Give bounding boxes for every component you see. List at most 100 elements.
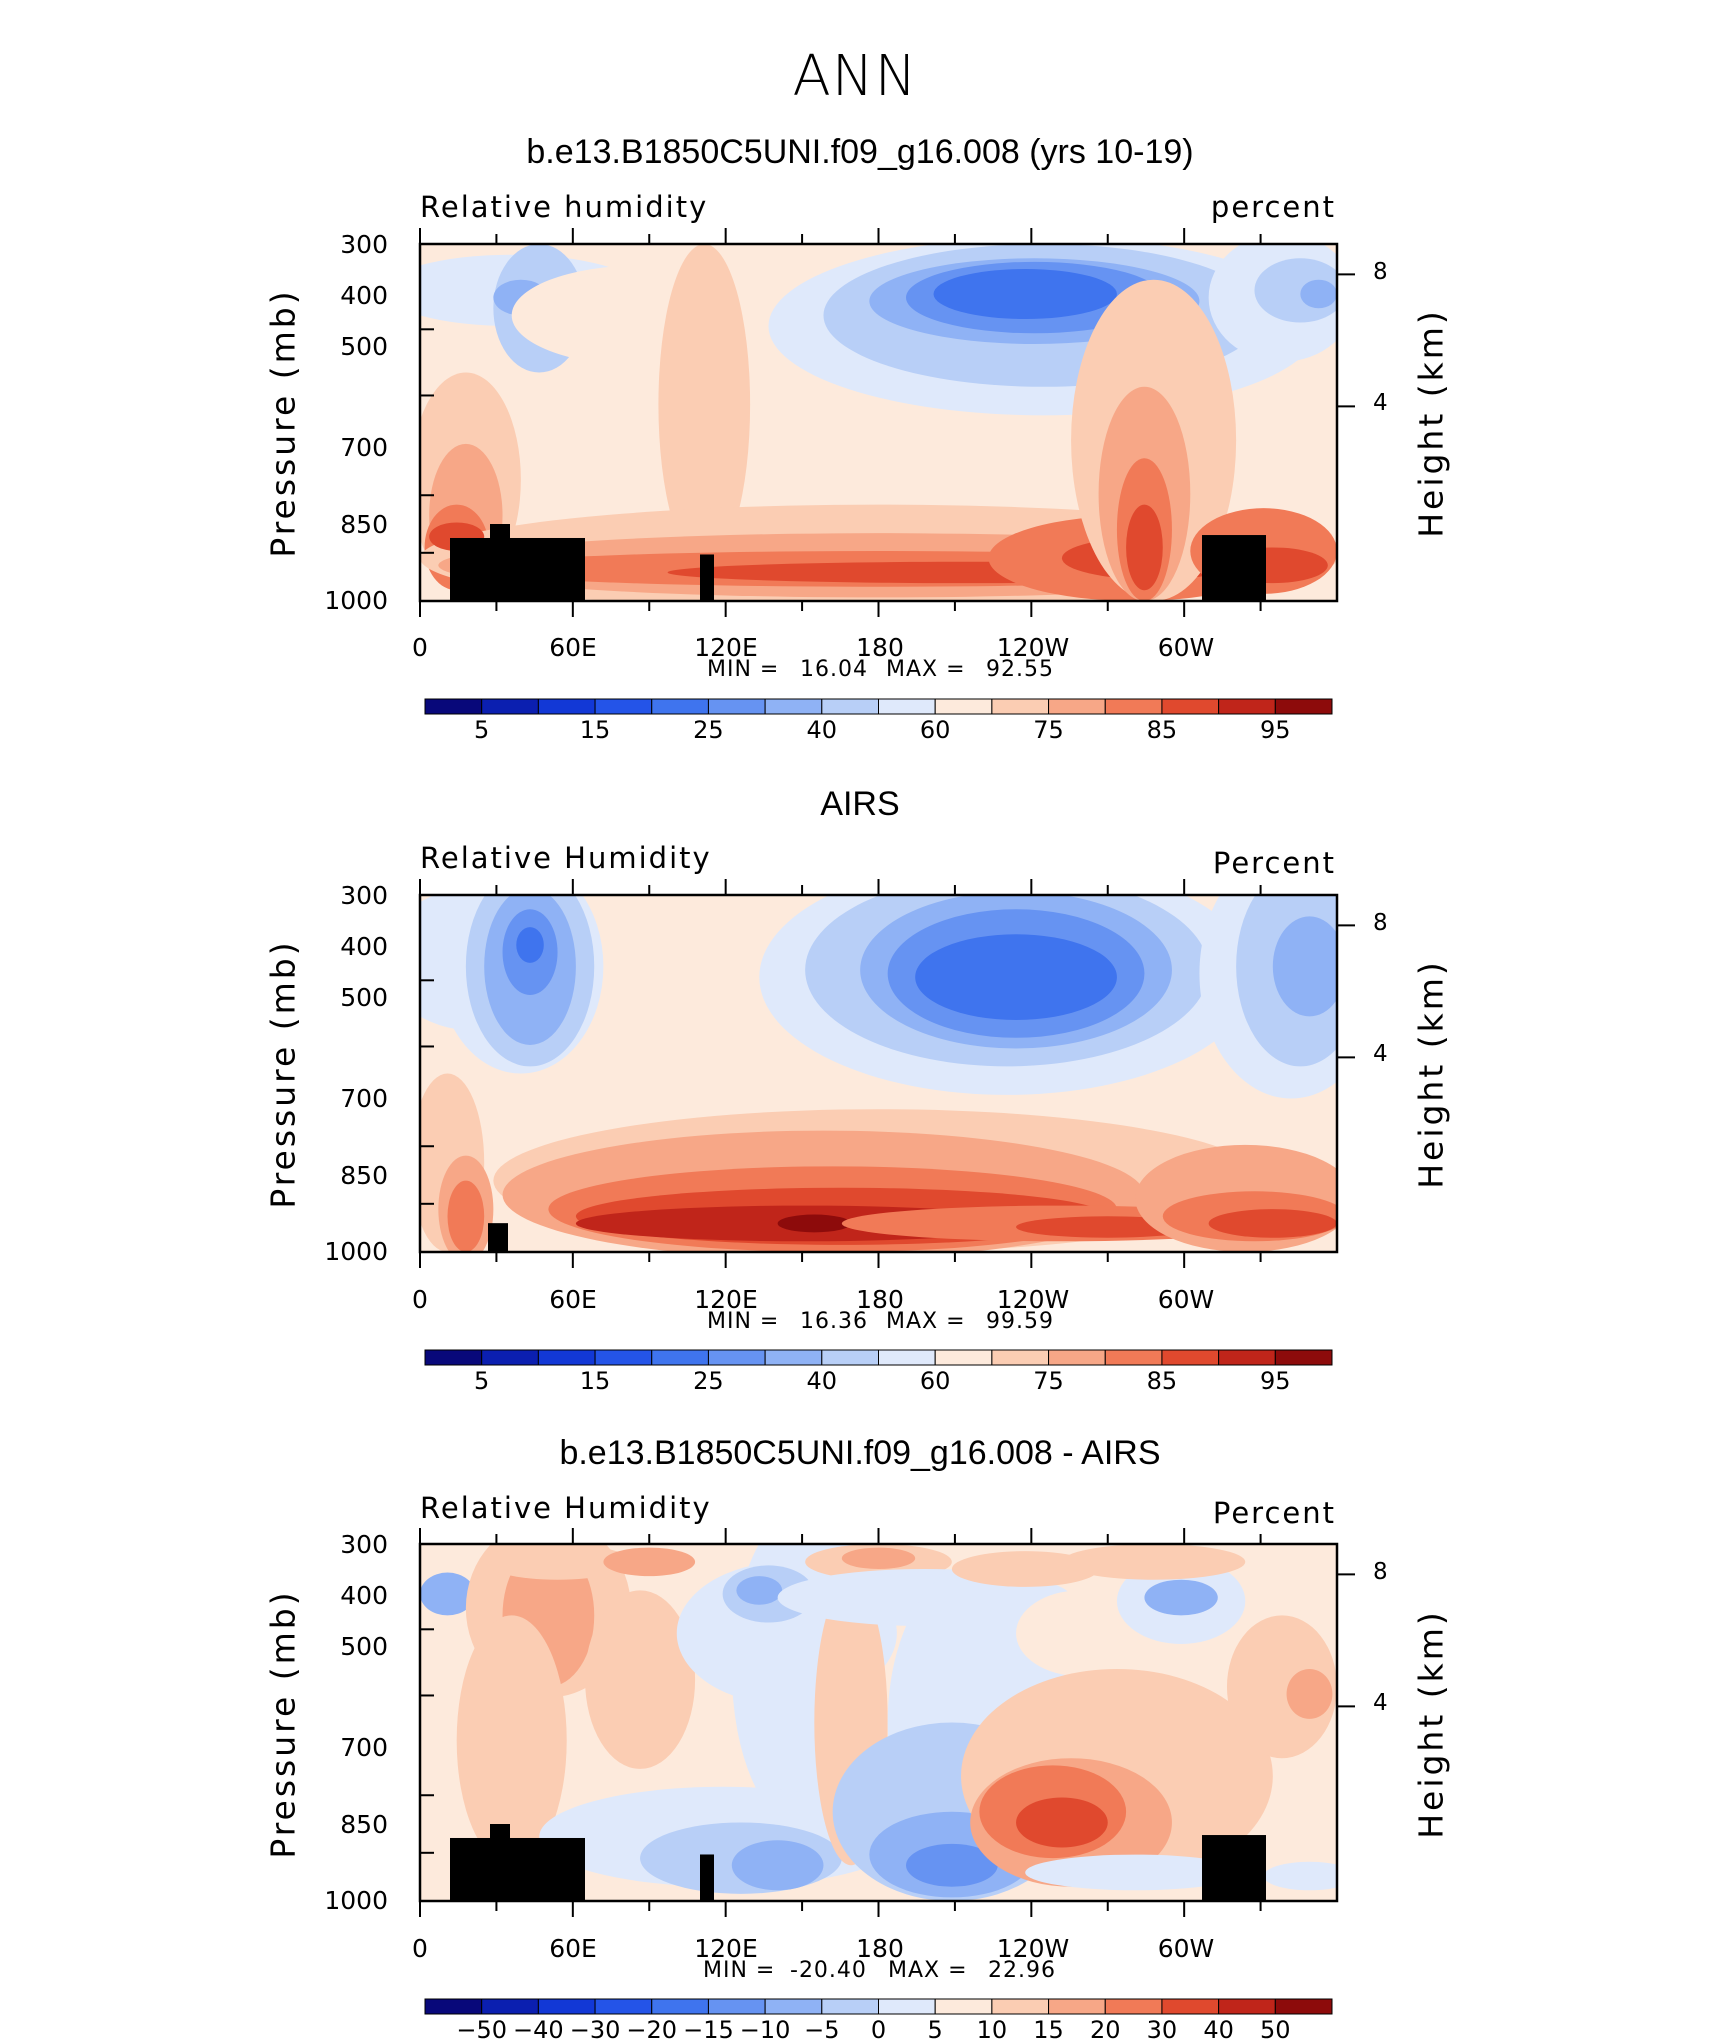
panel-1-min-label: MIN =	[707, 657, 780, 682]
panel-1-title: b.e13.B1850C5UNI.f09_g16.008 (yrs 10-19)	[526, 133, 1194, 171]
panel-2-y-tick: 500	[340, 983, 388, 1012]
colorbar-swatch	[537, 698, 596, 715]
colorbar-tick-label: 85	[1146, 1367, 1178, 1395]
panel-3-max-label: MAX =	[888, 1958, 968, 1983]
panel-1-max-value: 92.55	[986, 657, 1054, 682]
colorbar-swatch	[1274, 1349, 1333, 1366]
colorbar-swatch	[424, 698, 483, 715]
colorbar-swatch	[821, 1349, 879, 1366]
colorbar-swatch	[424, 1349, 483, 1366]
panel-1-y-tick: 850	[340, 510, 388, 539]
panel-3-variable-label: Relative Humidity	[420, 1491, 712, 1525]
colorbar-swatch	[821, 1998, 879, 2015]
colorbar-swatch	[481, 698, 539, 715]
panel-3-y-tick: 1000	[324, 1886, 388, 1915]
panel-2-y-tick: 1000	[324, 1237, 388, 1266]
panel-1-y-tick: 500	[340, 332, 388, 361]
panel-2-variable-label: Relative Humidity	[420, 841, 712, 875]
panel-1-units-label: percent	[1210, 190, 1336, 224]
colorbar-swatch	[1161, 1998, 1220, 2015]
colorbar-swatch	[594, 1998, 653, 2015]
colorbar-swatch	[707, 1998, 766, 2015]
panel-3-x-tick: 60E	[549, 1934, 597, 1963]
colorbar-tick-label: 15	[579, 716, 611, 744]
panel-1-height-tick: 8	[1373, 259, 1388, 285]
panel-1-x-tick: 120W	[996, 633, 1070, 662]
contour-region	[777, 1214, 851, 1233]
contour-region	[447, 1180, 485, 1252]
panel-3-colorbar	[424, 1998, 1333, 2015]
colorbar-swatch	[878, 1349, 936, 1366]
colorbar-swatch	[764, 698, 823, 715]
contour-region	[1144, 1579, 1218, 1616]
colorbar-swatch	[1104, 1998, 1163, 2015]
panel-1-x-tick: 60E	[549, 633, 597, 662]
panel-1-y-tick: 300	[340, 230, 388, 259]
panel-3-x-tick: 120E	[694, 1934, 758, 1963]
colorbar-swatch	[878, 1998, 936, 2015]
colorbar-swatch	[1104, 698, 1163, 715]
panel-3-x-tick: 0	[412, 1934, 428, 1963]
colorbar-swatch	[1161, 1349, 1220, 1366]
contour-region	[1016, 1797, 1108, 1848]
panel-1-field	[420, 244, 1337, 601]
panel-1-x-tick: 120E	[694, 633, 758, 662]
contour-region	[951, 1551, 1099, 1587]
colorbar-swatch	[1048, 698, 1106, 715]
colorbar-swatch	[821, 698, 879, 715]
colorbar-swatch	[594, 1349, 653, 1366]
panel-3-min-label: MIN =	[703, 1958, 776, 1983]
colorbar-swatch	[651, 1998, 709, 2015]
panel-2-height-tick: 8	[1373, 910, 1388, 936]
colorbar-swatch	[1218, 1998, 1276, 2015]
contour-region	[841, 1547, 916, 1569]
contour-region	[915, 934, 1117, 1020]
contour-region	[1061, 1544, 1246, 1580]
panel-2-x-tick: 120E	[694, 1285, 758, 1314]
contour-region	[906, 1843, 998, 1887]
panel-2-y-tick: 300	[340, 881, 388, 910]
contour-region	[420, 1572, 476, 1616]
colorbar-tick-label: 85	[1146, 716, 1178, 744]
panel-3-y-tick: 850	[340, 1810, 388, 1839]
contour-region	[1025, 1854, 1246, 1891]
colorbar-tick-label: 95	[1260, 1367, 1291, 1395]
panel-2-x-tick: 60E	[549, 1285, 597, 1314]
colorbar-swatch	[481, 1349, 539, 1366]
colorbar-tick-label: 75	[1033, 1367, 1064, 1395]
panel-2-y-tick: 700	[340, 1084, 388, 1113]
colorbar-swatch	[651, 698, 709, 715]
land-mask	[700, 1854, 714, 1901]
panel-1-x-tick: 60W	[1157, 633, 1215, 662]
panel-3-min-value: -20.40	[790, 1958, 867, 1983]
figure-title: ANN	[792, 44, 918, 109]
colorbar-swatch	[1218, 698, 1276, 715]
colorbar-swatch	[707, 1349, 766, 1366]
contour-region	[1272, 916, 1337, 1017]
panel-3-x-tick: 180	[856, 1934, 904, 1963]
land-mask	[490, 1824, 510, 1901]
panel-2-units-label: Percent	[1212, 846, 1336, 880]
land-mask	[490, 524, 510, 601]
colorbar-swatch	[1218, 1349, 1276, 1366]
contour-region	[1016, 1590, 1145, 1677]
panel-1-y-tick: 400	[340, 281, 388, 310]
panel-3-units-label: Percent	[1212, 1496, 1336, 1530]
colorbar-swatch	[764, 1349, 823, 1366]
panel-1-colorbar	[424, 698, 1333, 715]
colorbar-tick-label: 0	[870, 2016, 887, 2044]
colorbar-tick-label: 5	[474, 716, 490, 744]
colorbar-tick-label: 60	[919, 716, 951, 744]
contour-region	[1286, 1668, 1333, 1719]
colorbar-swatch	[707, 698, 766, 715]
panel-3-field	[420, 1544, 1337, 1901]
land-mask	[1202, 1835, 1266, 1901]
colorbar-swatch	[651, 1349, 709, 1366]
colorbar-swatch	[991, 698, 1050, 715]
contour-region	[736, 1576, 783, 1605]
panel-2-plot	[418, 879, 1355, 1366]
colorbar-swatch	[934, 1349, 993, 1366]
colorbar-swatch	[1274, 1998, 1333, 2015]
